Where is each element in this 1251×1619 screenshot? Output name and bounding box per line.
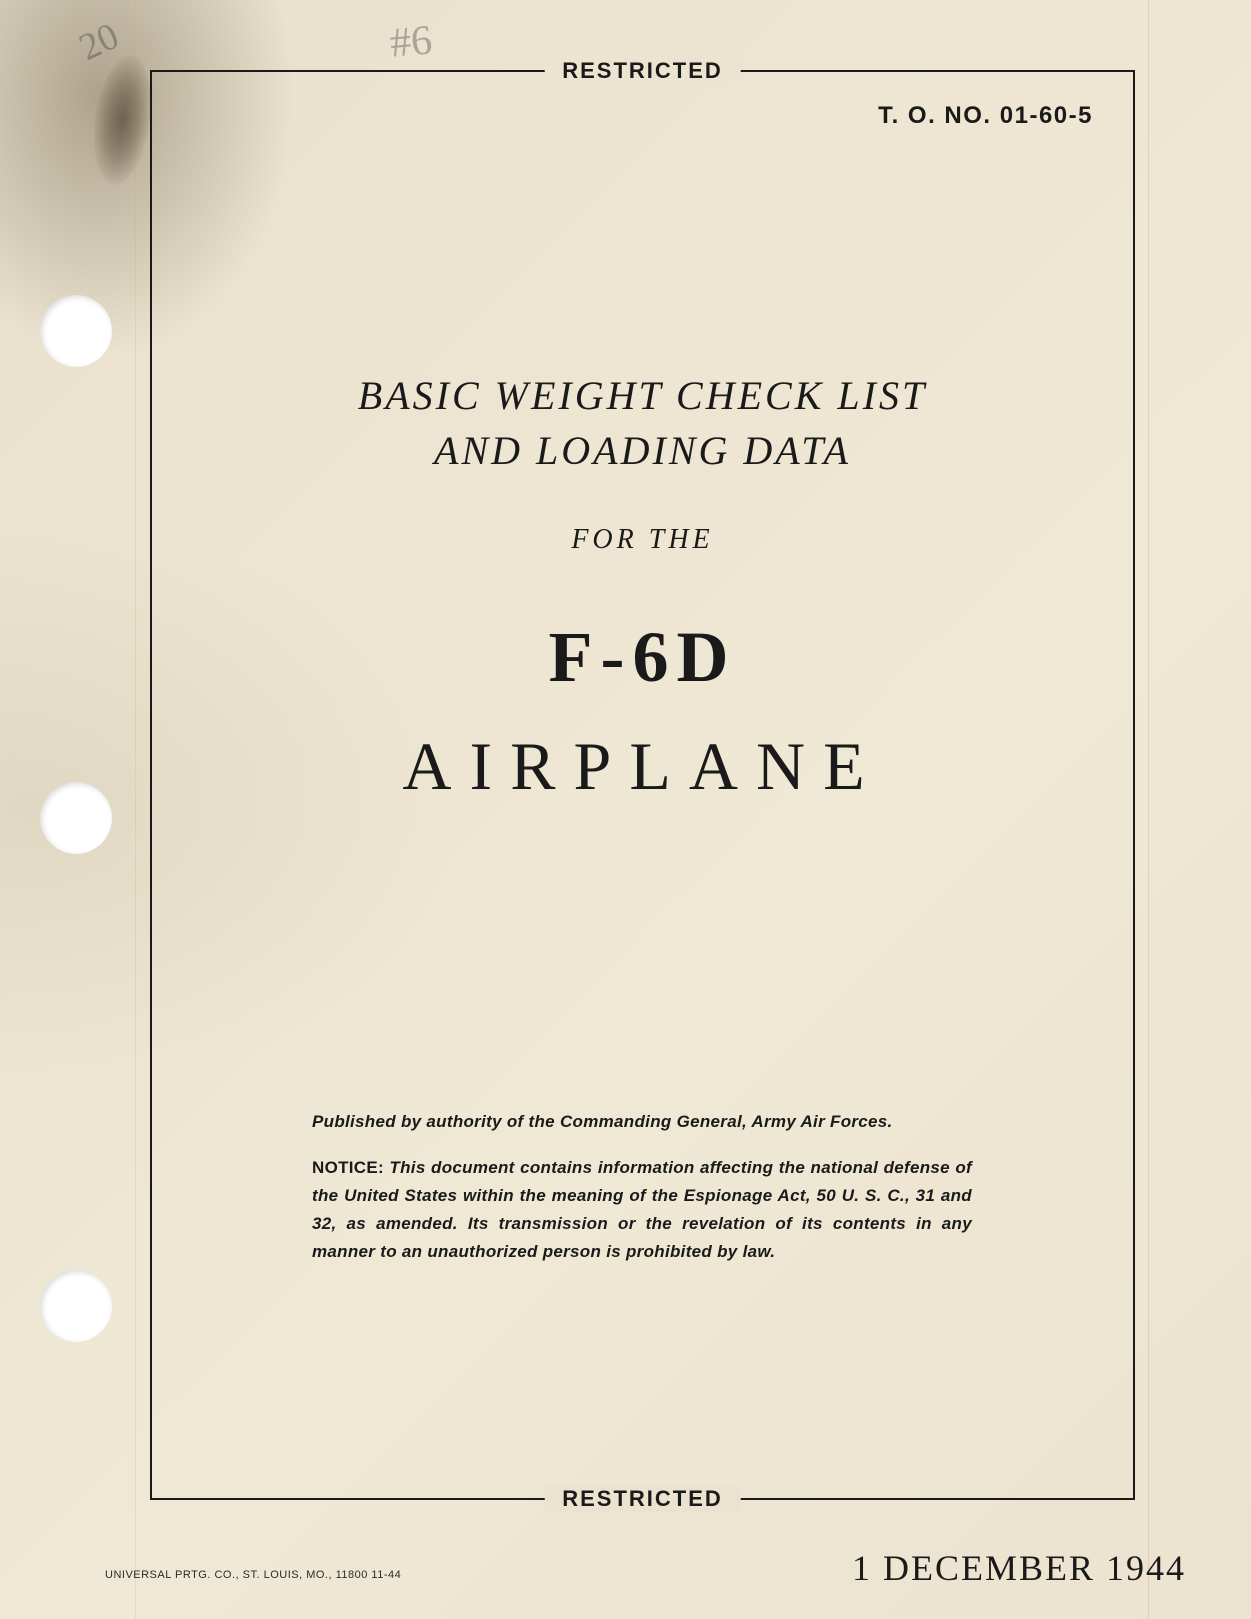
title-line-2: AND LOADING DATA: [152, 427, 1133, 474]
title-for-the: FOR THE: [152, 524, 1133, 556]
authority-block: Published by authority of the Commanding…: [312, 1112, 972, 1266]
margin-rule-right: [1148, 0, 1149, 1619]
printer-imprint: UNIVERSAL PRTG. CO., ST. LOUIS, MO., 118…: [105, 1569, 401, 1581]
title-model: F-6D: [152, 616, 1133, 699]
authority-statement: Published by authority of the Commanding…: [312, 1112, 972, 1132]
notice-text: This document contains information affec…: [312, 1158, 972, 1261]
notice-statement: NOTICE: This document contains informati…: [312, 1154, 972, 1266]
notice-label: NOTICE:: [312, 1158, 384, 1177]
title-block: BASIC WEIGHT CHECK LIST AND LOADING DATA…: [152, 372, 1133, 806]
document-frame: RESTRICTED RESTRICTED T. O. NO. 01-60-5 …: [150, 70, 1135, 1500]
classification-footer: RESTRICTED: [544, 1486, 741, 1512]
punch-hole: [40, 782, 112, 854]
document-number: T. O. NO. 01-60-5: [878, 102, 1093, 130]
title-line-1: BASIC WEIGHT CHECK LIST: [152, 372, 1133, 419]
title-vehicle: AIRPLANE: [152, 727, 1133, 806]
punch-hole: [40, 1270, 112, 1342]
margin-rule-left: [135, 0, 136, 1619]
publication-date: 1 DECEMBER 1944: [852, 1547, 1186, 1589]
punch-hole: [40, 295, 112, 367]
paper-stain: [86, 52, 159, 188]
classification-header: RESTRICTED: [544, 58, 741, 84]
handwritten-mark-2: #6: [388, 16, 434, 67]
